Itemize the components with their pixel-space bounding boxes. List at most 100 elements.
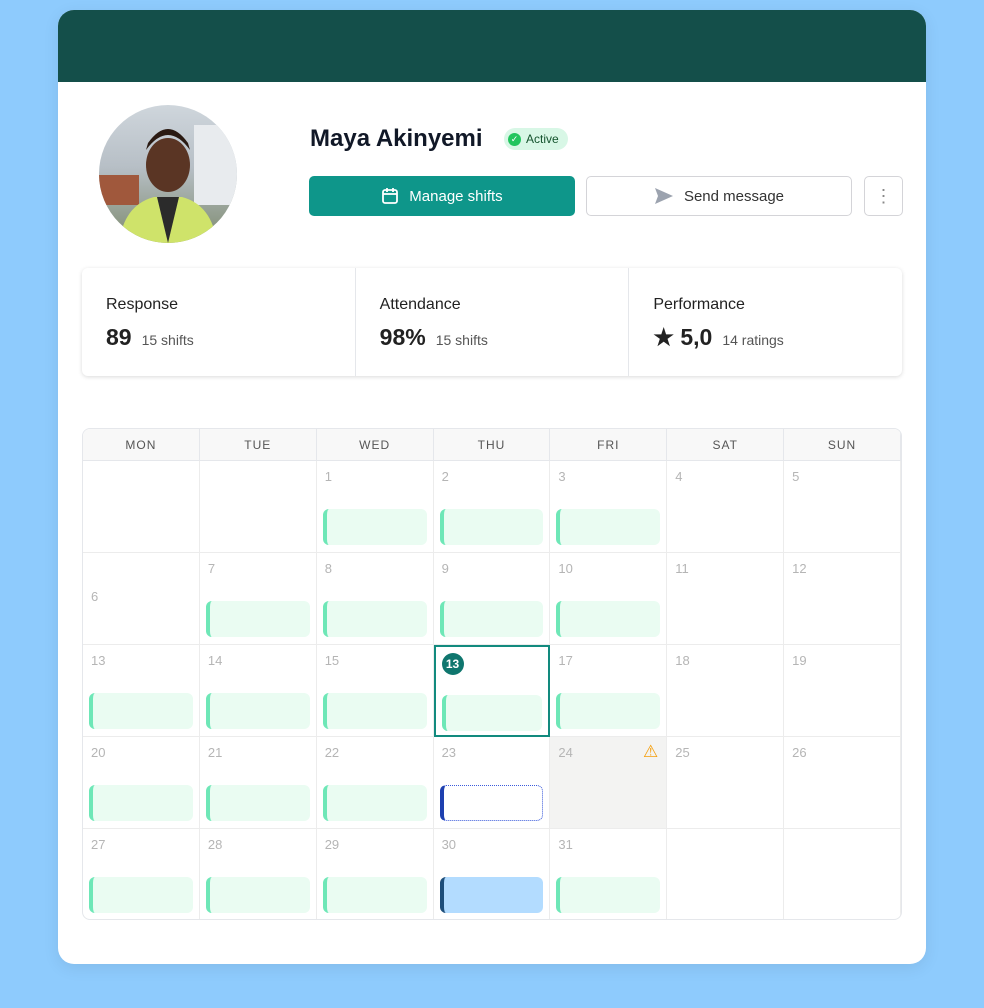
shift-block[interactable] <box>556 693 661 729</box>
shift-block[interactable] <box>322 693 427 729</box>
shift-block[interactable] <box>205 785 310 821</box>
day-number: 24 <box>558 745 573 760</box>
day-number: 20 <box>91 745 106 760</box>
calendar-day[interactable]: 24 ⚠ <box>550 737 668 829</box>
calendar-day[interactable]: 6 <box>83 553 200 645</box>
send-icon <box>654 188 673 204</box>
day-number: 27 <box>91 837 106 852</box>
shift-block[interactable] <box>322 785 427 821</box>
calendar-day <box>667 829 785 919</box>
shift-block[interactable] <box>205 601 310 637</box>
day-number: 3 <box>558 469 566 484</box>
calendar-day[interactable]: 29 <box>317 829 434 919</box>
day-number: 1 <box>324 469 332 484</box>
warning-icon: ⚠ <box>643 742 659 761</box>
calendar-day[interactable]: 8 <box>316 553 434 645</box>
calendar-day[interactable]: 31 <box>550 829 668 919</box>
more-vertical-icon: ⋮ <box>874 185 893 206</box>
shift-block[interactable] <box>322 601 427 637</box>
calendar-day-today[interactable]: 13 <box>433 645 551 737</box>
check-icon: ✓ <box>508 132 521 146</box>
shift-block[interactable] <box>322 877 427 913</box>
calendar-day[interactable]: 10 <box>550 553 668 645</box>
day-number: 8 <box>324 561 332 576</box>
stat-sub: 15 shifts <box>435 332 488 348</box>
calendar-day[interactable]: 17 <box>550 645 668 737</box>
calendar-day[interactable]: 5 <box>784 461 901 553</box>
stat-value: ★ 5,0 <box>653 324 713 350</box>
pending-shift-block[interactable] <box>439 785 544 821</box>
calendar-day[interactable]: 21 <box>199 737 317 829</box>
calendar-day[interactable]: 28 <box>200 829 317 919</box>
calendar-grid: 1 2 3 4 5 6 7 8 9 10 11 12 13 14 15 13 17 18 19 20 21 22 23 24 ⚠… <box>83 461 901 919</box>
manage-shifts-button[interactable]: Manage shifts <box>309 176 575 216</box>
card-header <box>58 10 926 82</box>
manage-shifts-label: Manage shifts <box>409 187 503 205</box>
calendar-day[interactable]: 2 <box>433 461 551 553</box>
calendar-day[interactable]: 12 <box>784 553 901 645</box>
calendar-day <box>83 461 200 553</box>
shift-block[interactable] <box>439 601 544 637</box>
shift-block[interactable] <box>89 693 193 729</box>
day-number: 14 <box>207 653 223 668</box>
calendar-day <box>199 461 317 553</box>
shift-block[interactable] <box>556 509 661 545</box>
calendar-day[interactable]: 3 <box>550 461 668 553</box>
send-message-button[interactable]: Send message <box>586 176 852 216</box>
day-number: 28 <box>207 837 223 852</box>
shift-block[interactable] <box>441 695 543 731</box>
shift-block[interactable] <box>89 785 193 821</box>
stat-performance: Performance ★ 5,0 14 ratings <box>629 268 902 376</box>
calendar-day[interactable]: 9 <box>433 553 551 645</box>
weekday-mon: MON <box>83 429 200 460</box>
weekday-thu: THU <box>434 429 551 460</box>
calendar-day[interactable]: 14 <box>199 645 317 737</box>
calendar-day[interactable]: 27 <box>83 829 200 919</box>
stat-label: Attendance <box>379 296 461 313</box>
calendar-day[interactable]: 7 <box>199 553 317 645</box>
stat-label: Response <box>106 296 179 313</box>
day-number: 7 <box>207 561 216 576</box>
weekday-wed: WED <box>317 429 434 460</box>
day-number: 11 <box>675 561 689 576</box>
calendar-day[interactable]: 1 <box>316 461 434 553</box>
shift-block[interactable] <box>556 877 661 913</box>
shift-block[interactable] <box>205 693 310 729</box>
shift-block[interactable] <box>322 509 427 545</box>
calendar-day[interactable]: 20 <box>83 737 200 829</box>
calendar-day[interactable]: 15 <box>316 645 434 737</box>
booked-shift-block[interactable] <box>439 877 544 913</box>
day-number: 6 <box>91 589 99 604</box>
weekday-header: MON TUE WED THU FRI SAT SUN <box>83 429 901 461</box>
shift-block[interactable] <box>205 877 310 913</box>
status-label: Active <box>526 132 559 146</box>
calendar-day[interactable]: 18 <box>667 645 785 737</box>
calendar-day[interactable]: 13 <box>83 645 200 737</box>
calendar-day <box>784 829 901 919</box>
calendar-day[interactable]: 23 <box>433 737 551 829</box>
day-number: 19 <box>792 653 807 668</box>
calendar-day[interactable]: 19 <box>784 645 901 737</box>
calendar-day[interactable]: 4 <box>667 461 785 553</box>
status-badge: ✓ Active <box>504 128 568 150</box>
avatar <box>99 105 237 243</box>
stat-sub: 14 ratings <box>722 332 784 348</box>
stat-value: 89 <box>106 324 132 350</box>
calendar-day[interactable]: 30 <box>434 829 551 919</box>
calendar-day[interactable]: 22 <box>316 737 434 829</box>
day-number: 12 <box>792 561 807 576</box>
more-options-button[interactable]: ⋮ <box>864 176 903 216</box>
calendar-day[interactable]: 11 <box>667 553 785 645</box>
calendar-day[interactable]: 25 <box>667 737 785 829</box>
day-number: 23 <box>441 745 457 760</box>
shift-block[interactable] <box>439 509 544 545</box>
shift-block[interactable] <box>89 877 193 913</box>
calendar-icon <box>382 188 399 204</box>
send-message-label: Send message <box>683 187 785 205</box>
stat-sub: 15 shifts <box>141 332 194 348</box>
stats-panel: Response 89 15 shifts Attendance 98% 15 shif… <box>82 268 902 376</box>
day-number: 17 <box>558 653 573 668</box>
shift-block[interactable] <box>556 601 661 637</box>
day-number: 5 <box>792 469 800 484</box>
calendar-day[interactable]: 26 <box>784 737 901 829</box>
